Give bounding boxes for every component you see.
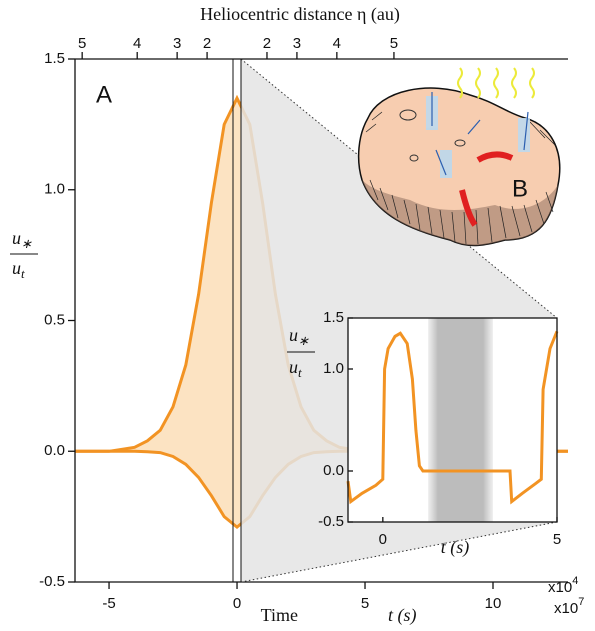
y-tick-label: 1.0 xyxy=(44,181,65,198)
x-multiplier: x107 xyxy=(554,596,584,617)
inset-x-tick-label: 5 xyxy=(553,531,561,548)
top-tick-label: 3 xyxy=(173,35,181,52)
x-tick-label: -5 xyxy=(102,595,115,612)
inset-y-tick-label: 1.0 xyxy=(323,360,344,377)
top-tick-label: 4 xyxy=(333,35,341,52)
multiplier-base: x10 xyxy=(554,600,578,617)
den-sub: t xyxy=(298,365,302,380)
top-tick-label: 2 xyxy=(263,35,271,52)
y-tick-label: 1.5 xyxy=(44,50,65,67)
x-tick-label: 0 xyxy=(233,595,241,612)
top-tick-label: 3 xyxy=(293,35,301,52)
top-tick-label: 5 xyxy=(78,35,86,52)
top-tick-label: 5 xyxy=(390,35,398,52)
top-tick-label: 4 xyxy=(133,35,141,52)
y-label-den: ut xyxy=(12,258,25,281)
x-tick-label: 10 xyxy=(485,595,502,612)
x-axis-label: Time xyxy=(261,605,298,625)
den-sub: t xyxy=(21,266,25,281)
y-tick-label: -0.5 xyxy=(39,573,65,590)
panel-label: B xyxy=(512,175,528,202)
x-axis-var: t (s) xyxy=(388,605,417,626)
den: u xyxy=(289,357,298,377)
num-sub: ∗ xyxy=(21,236,32,251)
top-tick-label: 2 xyxy=(203,35,211,52)
inset-y-tick-label: -0.5 xyxy=(318,513,344,530)
x-tick-label: 5 xyxy=(361,595,369,612)
panel-label: A xyxy=(96,81,112,108)
shaded-interval xyxy=(428,318,493,522)
multiplier-base: x10 xyxy=(548,579,572,596)
num: u xyxy=(289,325,298,345)
inset-x-label: t (s) xyxy=(441,537,470,558)
inset-x-multiplier: x104 xyxy=(548,575,578,596)
inset-y-tick-label: 0.0 xyxy=(323,462,344,479)
inset-x-tick-label: 0 xyxy=(379,531,387,548)
den: u xyxy=(12,258,21,278)
multiplier-exponent: 4 xyxy=(572,575,578,587)
y-tick-label: 0.0 xyxy=(44,442,65,459)
y-axis-label: u∗ ut xyxy=(10,228,38,281)
y-label-num: u∗ xyxy=(12,228,32,251)
num-sub: ∗ xyxy=(298,333,309,348)
top-axis-label: Heliocentric distance η (au) xyxy=(200,4,400,25)
multiplier-exponent: 7 xyxy=(578,596,584,608)
y-tick-label: 0.5 xyxy=(44,311,65,328)
num: u xyxy=(12,228,21,248)
inset-y-tick-label: 1.5 xyxy=(323,309,344,326)
chart: -0.5 0.0 0.5 1.0 1.5 -5 0 5 10 5 4 3 2 2 3 4 5 A B Helio… xyxy=(0,0,595,631)
